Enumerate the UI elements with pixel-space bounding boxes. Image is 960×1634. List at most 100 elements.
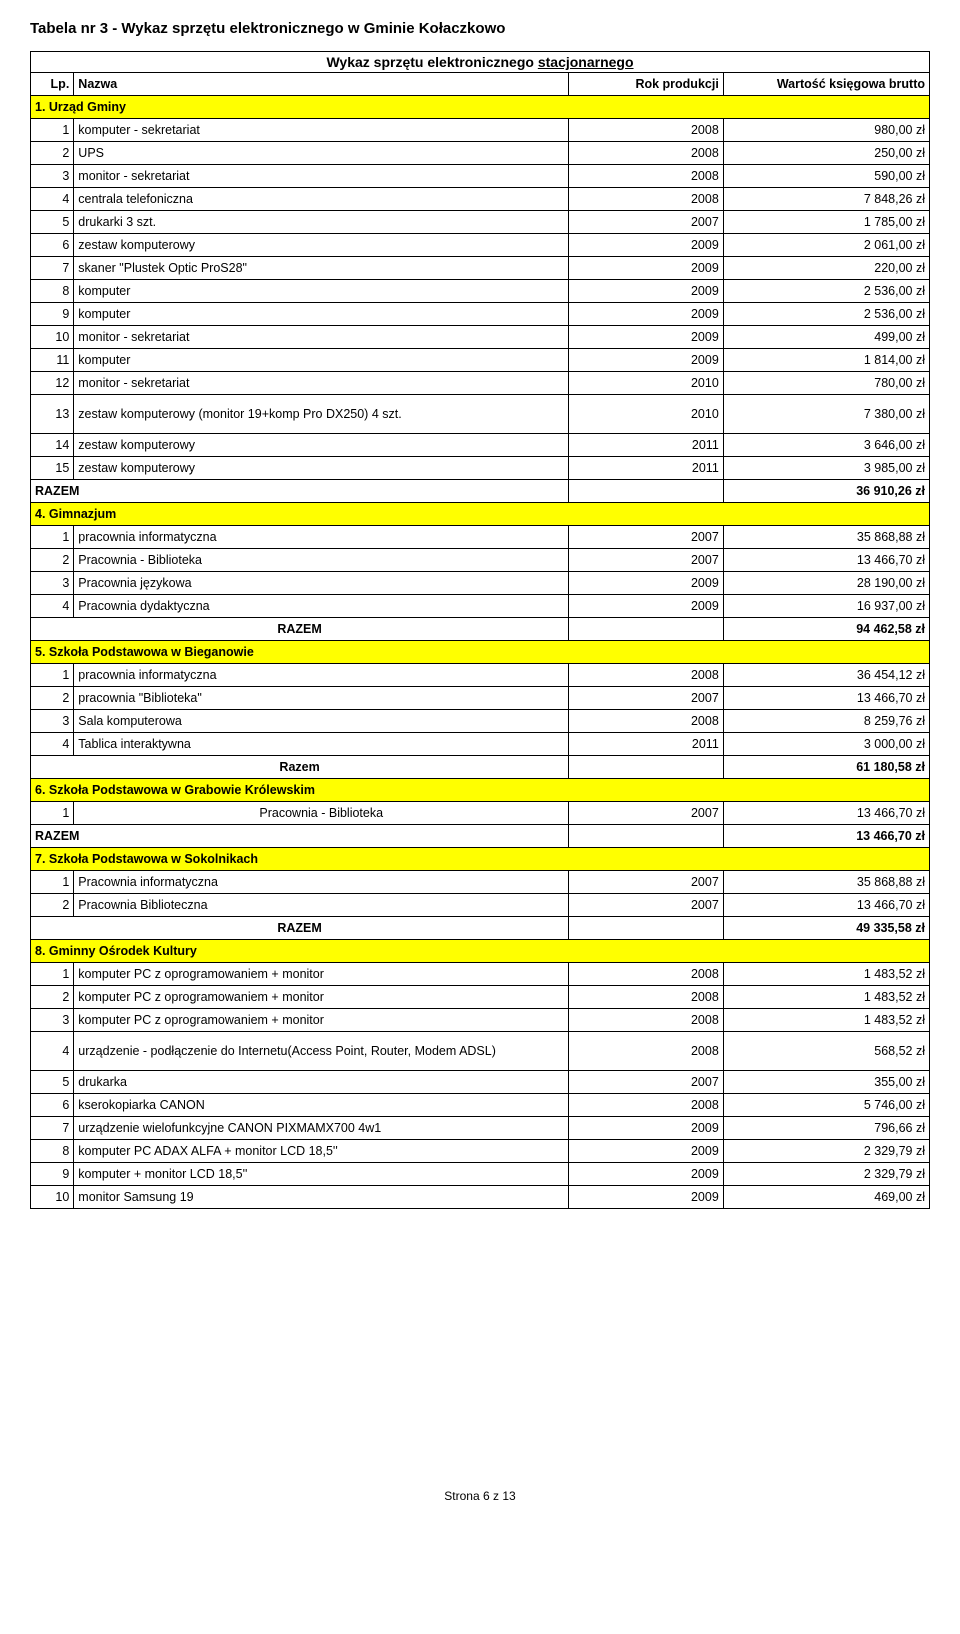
table-row: 2komputer PC z oprogramowaniem + monitor… (31, 986, 930, 1009)
cell-lp: 12 (31, 372, 74, 395)
cell-value: 780,00 zł (723, 372, 929, 395)
cell-value: 980,00 zł (723, 119, 929, 142)
cell-lp: 8 (31, 280, 74, 303)
cell-value: 568,52 zł (723, 1032, 929, 1071)
cell-lp: 2 (31, 687, 74, 710)
cell-lp: 11 (31, 349, 74, 372)
cell-value: 7 848,26 zł (723, 188, 929, 211)
cell-lp: 1 (31, 119, 74, 142)
cell-year: 2009 (569, 303, 724, 326)
cell-lp: 8 (31, 1140, 74, 1163)
table-row: 3komputer PC z oprogramowaniem + monitor… (31, 1009, 930, 1032)
cell-value: 35 868,88 zł (723, 871, 929, 894)
cell-name: komputer PC z oprogramowaniem + monitor (74, 963, 569, 986)
cell-value: 5 746,00 zł (723, 1094, 929, 1117)
cell-name: urządzenie wielofunkcyjne CANON PIXMAMX7… (74, 1117, 569, 1140)
cell-value: 8 259,76 zł (723, 710, 929, 733)
cell-value: 499,00 zł (723, 326, 929, 349)
sum-value: 36 910,26 zł (723, 480, 929, 503)
cell-lp: 3 (31, 710, 74, 733)
cell-value: 1 814,00 zł (723, 349, 929, 372)
cell-lp: 2 (31, 549, 74, 572)
header-row: Lp. Nazwa Rok produkcji Wartość księgowa… (31, 73, 930, 96)
cell-year: 2009 (569, 1163, 724, 1186)
cell-name: drukarki 3 szt. (74, 211, 569, 234)
section-header-row: 4. Gimnazjum (31, 503, 930, 526)
cell-year: 2008 (569, 142, 724, 165)
table-row: 2Pracownia - Biblioteka200713 466,70 zł (31, 549, 930, 572)
section-header-row: 8. Gminny Ośrodek Kultury (31, 940, 930, 963)
cell-name: Pracownia Biblioteczna (74, 894, 569, 917)
subtitle-prefix: Wykaz sprzętu elektronicznego (326, 54, 537, 70)
equipment-table: Lp. Nazwa Rok produkcji Wartość księgowa… (30, 72, 930, 1209)
cell-lp: 4 (31, 188, 74, 211)
header-value: Wartość księgowa brutto (723, 73, 929, 96)
sum-row: Razem 61 180,58 zł (31, 756, 930, 779)
table-row: 1komputer - sekretariat2008980,00 zł (31, 119, 930, 142)
cell-year: 2007 (569, 211, 724, 234)
sum-row: RAZEM 13 466,70 zł (31, 825, 930, 848)
cell-value: 3 000,00 zł (723, 733, 929, 756)
cell-lp: 10 (31, 1186, 74, 1209)
section-title: 6. Szkoła Podstawowa w Grabowie Królewsk… (31, 779, 930, 802)
cell-name: monitor - sekretariat (74, 165, 569, 188)
section-header-row: 7. Szkoła Podstawowa w Sokolnikach (31, 848, 930, 871)
cell-value: 35 868,88 zł (723, 526, 929, 549)
cell-value: 1 483,52 zł (723, 1009, 929, 1032)
table-row: 7urządzenie wielofunkcyjne CANON PIXMAMX… (31, 1117, 930, 1140)
cell-lp: 3 (31, 572, 74, 595)
cell-year: 2009 (569, 572, 724, 595)
table-row: 1Pracownia informatyczna200735 868,88 zł (31, 871, 930, 894)
table-row: 4Tablica interaktywna20113 000,00 zł (31, 733, 930, 756)
sum-value: 61 180,58 zł (723, 756, 929, 779)
cell-name: Pracownia informatyczna (74, 871, 569, 894)
cell-name: monitor - sekretariat (74, 372, 569, 395)
table-subtitle: Wykaz sprzętu elektronicznego stacjonarn… (30, 51, 930, 72)
cell-year: 2009 (569, 326, 724, 349)
cell-year: 2009 (569, 1140, 724, 1163)
table-row: 4Pracownia dydaktyczna200916 937,00 zł (31, 595, 930, 618)
cell-lp: 4 (31, 595, 74, 618)
sum-value: 49 335,58 zł (723, 917, 929, 940)
cell-value: 16 937,00 zł (723, 595, 929, 618)
cell-lp: 10 (31, 326, 74, 349)
cell-value: 13 466,70 zł (723, 687, 929, 710)
sum-label: Razem (31, 756, 569, 779)
cell-value: 1 483,52 zł (723, 963, 929, 986)
cell-lp: 1 (31, 802, 74, 825)
section-header-row: 5. Szkoła Podstawowa w Bieganowie (31, 641, 930, 664)
table-row: 1pracownia informatyczna200836 454,12 zł (31, 664, 930, 687)
sum-label: RAZEM (31, 825, 569, 848)
sum-empty (569, 756, 724, 779)
cell-lp: 1 (31, 963, 74, 986)
cell-year: 2008 (569, 119, 724, 142)
cell-year: 2008 (569, 1094, 724, 1117)
table-row: 2pracownia "Biblioteka"200713 466,70 zł (31, 687, 930, 710)
cell-value: 1 785,00 zł (723, 211, 929, 234)
cell-lp: 5 (31, 211, 74, 234)
cell-name: Pracownia językowa (74, 572, 569, 595)
table-row: 1komputer PC z oprogramowaniem + monitor… (31, 963, 930, 986)
sum-empty (569, 917, 724, 940)
cell-lp: 6 (31, 234, 74, 257)
cell-year: 2007 (569, 687, 724, 710)
cell-year: 2007 (569, 526, 724, 549)
cell-lp: 3 (31, 165, 74, 188)
page-footer: Strona 6 z 13 (30, 1489, 930, 1503)
cell-value: 220,00 zł (723, 257, 929, 280)
section-title: 7. Szkoła Podstawowa w Sokolnikach (31, 848, 930, 871)
cell-year: 2009 (569, 280, 724, 303)
cell-year: 2010 (569, 372, 724, 395)
table-row: 5drukarki 3 szt.20071 785,00 zł (31, 211, 930, 234)
sum-value: 13 466,70 zł (723, 825, 929, 848)
cell-lp: 14 (31, 434, 74, 457)
table-row: 3Pracownia językowa200928 190,00 zł (31, 572, 930, 595)
cell-name: komputer (74, 303, 569, 326)
cell-value: 36 454,12 zł (723, 664, 929, 687)
sum-empty (569, 825, 724, 848)
cell-value: 13 466,70 zł (723, 549, 929, 572)
table-row: 4centrala telefoniczna20087 848,26 zł (31, 188, 930, 211)
cell-lp: 3 (31, 1009, 74, 1032)
sum-value: 94 462,58 zł (723, 618, 929, 641)
header-name: Nazwa (74, 73, 569, 96)
